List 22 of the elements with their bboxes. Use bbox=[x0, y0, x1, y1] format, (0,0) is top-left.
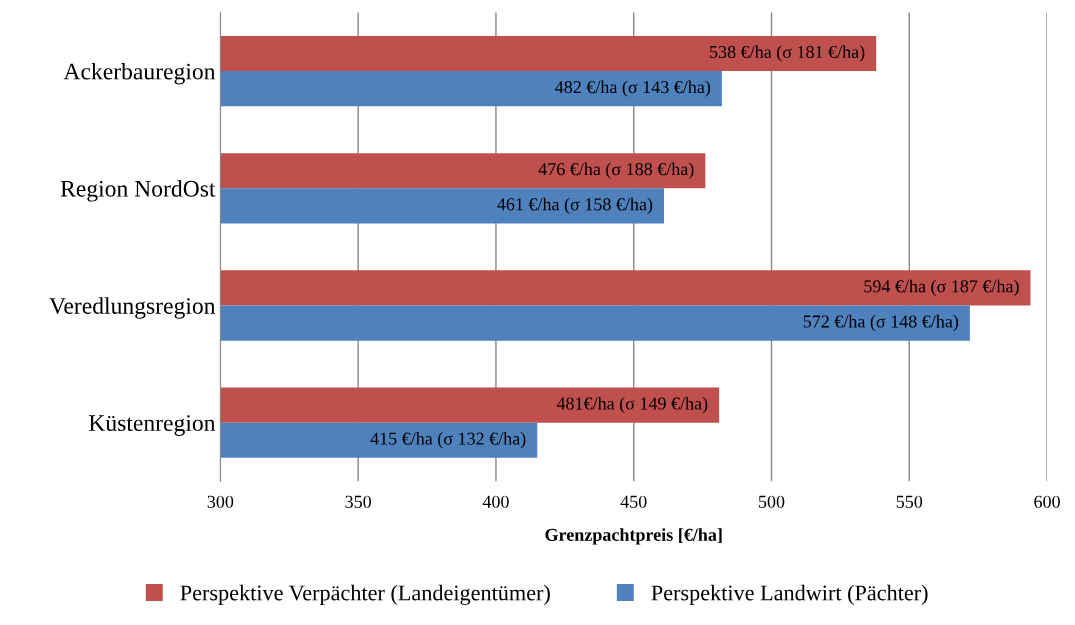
data-label: 594 €/ha (σ 187 €/ha) bbox=[864, 279, 1019, 297]
x-tick-label: 550 bbox=[896, 495, 923, 508]
x-tick-label: 300 bbox=[207, 495, 234, 508]
data-label: 482 €/ha (σ 143 €/ha) bbox=[555, 80, 711, 97]
legend-label: Perspektive Landwirt (Pächter) bbox=[651, 584, 928, 605]
legend-label: Perspektive Verpächter (Landeigentümer) bbox=[180, 584, 550, 605]
x-tick-label: 400 bbox=[482, 495, 509, 508]
x-axis-title: Grenzpachtpreis [€/ha] bbox=[545, 528, 722, 545]
x-tick-label: 600 bbox=[1034, 495, 1060, 508]
data-label: 481€/ha (σ 149 €/ha) bbox=[556, 396, 708, 414]
y-tick-label: Ackerbauregion bbox=[63, 62, 216, 85]
y-tick-label: Veredlungsregion bbox=[49, 297, 216, 319]
data-label: 538 €/ha (σ 181 €/ha) bbox=[710, 45, 865, 62]
data-label: 415 €/ha (σ 132 €/ha) bbox=[370, 432, 526, 449]
data-label: 461 €/ha (σ 158 €/ha) bbox=[497, 197, 653, 215]
x-tick-label: 450 bbox=[620, 495, 647, 508]
x-tick-label: 500 bbox=[759, 495, 785, 508]
x-tick-label: 350 bbox=[345, 495, 372, 508]
data-label: 572 €/ha (σ 148 €/ha) bbox=[803, 314, 959, 332]
y-tick-label: Küstenregion bbox=[88, 415, 216, 436]
y-tick-label: Region NordOst bbox=[60, 180, 216, 202]
data-label: 476 €/ha (σ 188 €/ha) bbox=[538, 162, 694, 179]
